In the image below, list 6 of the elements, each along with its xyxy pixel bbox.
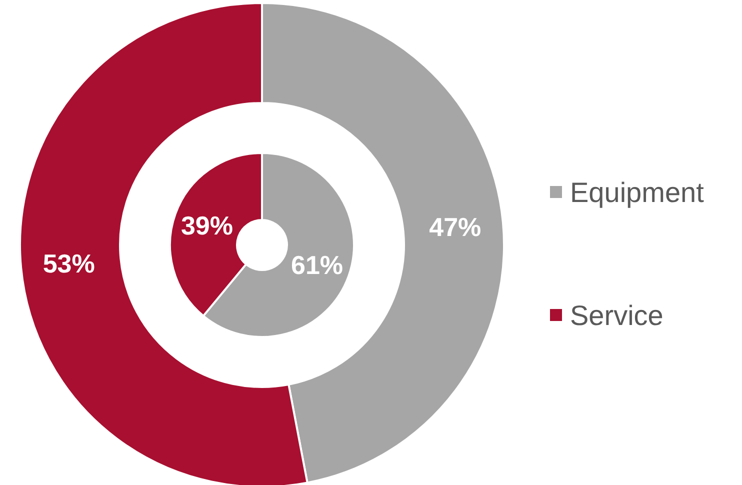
data-label: 61% bbox=[291, 250, 344, 280]
data-label: 53% bbox=[42, 248, 95, 278]
legend-label: Service bbox=[570, 300, 664, 331]
data-label: 39% bbox=[180, 210, 233, 240]
legend-label: Equipment bbox=[570, 176, 704, 208]
data-label: 47% bbox=[429, 212, 482, 242]
